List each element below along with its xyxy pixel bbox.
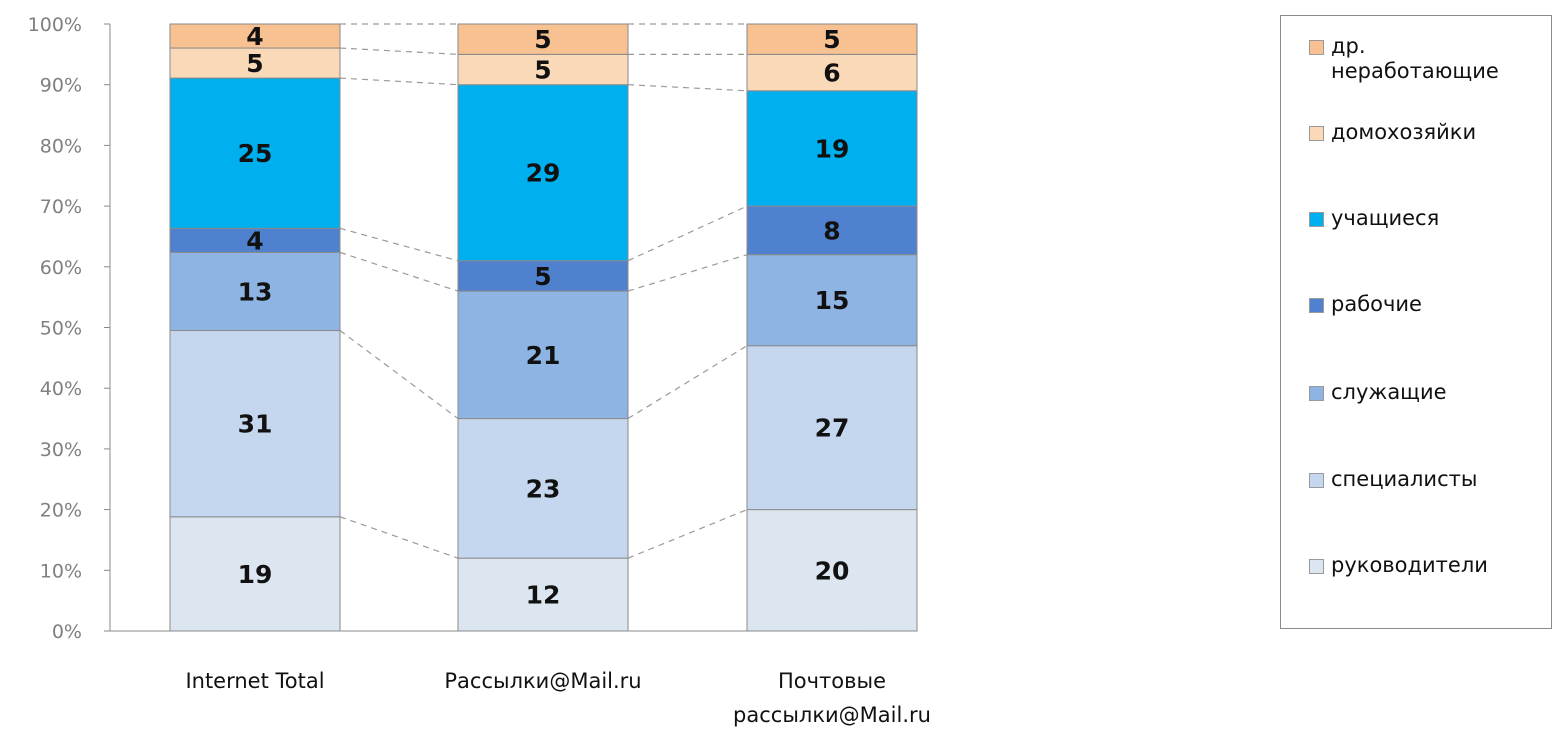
data-label: 19 — [815, 134, 850, 163]
legend-item: др. неработающие — [1309, 34, 1499, 84]
data-label: 20 — [815, 556, 850, 585]
data-label: 5 — [534, 262, 551, 291]
series-lines — [339, 23, 748, 559]
legend-label: руководители — [1331, 553, 1488, 577]
legend-swatch — [1309, 473, 1324, 488]
legend-item: специалисты — [1309, 467, 1477, 492]
series-line — [627, 509, 748, 559]
bar-segment — [169, 23, 341, 49]
data-label: 21 — [526, 341, 561, 370]
data-label: 5 — [534, 25, 551, 54]
y-tick-label: 90% — [40, 75, 82, 97]
bar-segment — [169, 77, 341, 229]
series-line — [627, 254, 748, 292]
y-tick-label: 40% — [40, 378, 82, 400]
legend-swatch — [1309, 559, 1324, 574]
y-tick-label: 50% — [40, 318, 82, 340]
data-label: 4 — [246, 226, 263, 255]
data-label: 4 — [246, 22, 263, 51]
data-label: 12 — [526, 581, 561, 610]
legend-item: учащиеся — [1309, 206, 1439, 231]
data-label: 23 — [526, 474, 561, 503]
legend-item: домохозяйки — [1309, 120, 1476, 145]
category-label-line: Internet Total — [185, 669, 324, 693]
legend-label: рабочие — [1331, 292, 1422, 316]
bar-segment — [457, 290, 629, 420]
series-line — [339, 330, 459, 420]
series-line — [339, 516, 459, 559]
category-label: Почтовые рассылки@Mail.ru — [733, 669, 931, 727]
bar-segment — [169, 227, 341, 253]
series-line — [627, 84, 748, 92]
y-tick-label: 20% — [40, 500, 82, 522]
legend-swatch — [1309, 212, 1324, 227]
data-label: 5 — [246, 49, 263, 78]
legend-item: рабочие — [1309, 292, 1422, 317]
bar-segment — [457, 260, 629, 292]
y-tick-label: 10% — [40, 560, 82, 582]
bar-segment — [169, 47, 341, 79]
legend-label: домохозяйки — [1331, 120, 1477, 144]
category-label: Internet Total — [185, 669, 324, 693]
category-label-line: Почтовые — [778, 669, 886, 693]
legend-label: специалисты — [1331, 467, 1478, 491]
legend-swatch — [1309, 298, 1324, 313]
bar-segment — [746, 23, 918, 55]
legend-item: служащие — [1309, 380, 1447, 405]
category-label-line: рассылки@Mail.ru — [733, 703, 931, 727]
legend: др. неработающие домохозяйки учащиеся рабочи… — [1280, 15, 1552, 629]
legend-swatch — [1309, 40, 1324, 55]
y-tick-label: 30% — [40, 439, 82, 461]
bars — [169, 23, 918, 632]
category-label: Рассылки@Mail.ru — [444, 669, 641, 693]
data-label: 5 — [534, 56, 551, 85]
data-label: 15 — [815, 286, 850, 315]
series-line — [627, 345, 748, 420]
bar-segment — [169, 251, 341, 332]
bar-segment — [746, 345, 918, 511]
bar-segment — [457, 84, 629, 262]
bar-segment — [746, 509, 918, 632]
legend-item: руководители — [1309, 553, 1488, 578]
series-line — [339, 47, 459, 55]
data-label: 25 — [238, 139, 273, 168]
legend-label: учащиеся — [1331, 206, 1440, 230]
y-axis: 0% 10% 20% 30% 40% 50% 60% 70% 80% 90% 100% — [28, 14, 111, 643]
legend-swatch — [1309, 386, 1324, 401]
y-tick-label: 70% — [40, 196, 82, 218]
y-tick-label: 80% — [40, 135, 82, 157]
category-label-line: Рассылки@Mail.ru — [444, 669, 641, 693]
legend-swatch — [1309, 126, 1324, 141]
series-line — [627, 205, 748, 262]
legend-label: служащие — [1331, 380, 1447, 404]
data-label: 19 — [238, 560, 273, 589]
bar-segment — [169, 330, 341, 518]
data-label: 8 — [823, 216, 840, 245]
data-label: 29 — [526, 159, 561, 188]
bar-segment — [746, 254, 918, 347]
bar-segment — [746, 53, 918, 92]
y-tick-label: 60% — [40, 257, 82, 279]
bar-segment — [746, 90, 918, 207]
data-label: 13 — [238, 277, 273, 306]
data-label: 6 — [823, 59, 840, 88]
legend-label: др. неработающие — [1331, 34, 1499, 83]
data-label: 31 — [238, 410, 273, 439]
series-line — [339, 227, 459, 262]
bar-segment — [169, 516, 341, 632]
series-line — [339, 77, 459, 86]
data-label: 5 — [823, 25, 840, 54]
y-tick-label: 100% — [28, 14, 82, 36]
series-line — [339, 251, 459, 292]
bar-segment — [457, 23, 629, 55]
x-axis: Internet Total Рассылки@Mail.ru Почтовые ра… — [110, 630, 931, 727]
y-tick-label: 0% — [52, 621, 82, 643]
data-label: 27 — [815, 414, 850, 443]
